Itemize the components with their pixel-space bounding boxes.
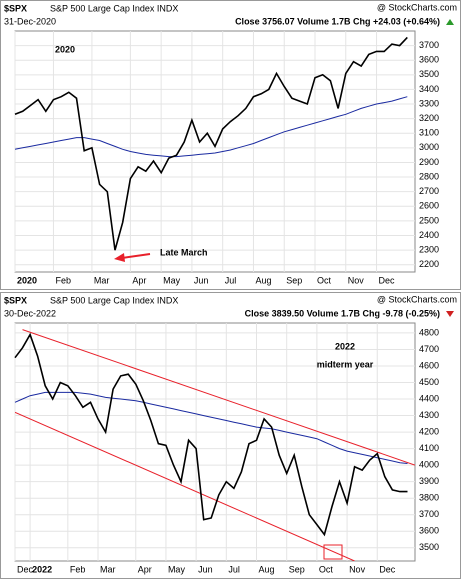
source: @ StockCharts.com <box>377 294 457 304</box>
x-tick-label: Nov <box>348 275 365 285</box>
x-tick-label: Jun <box>198 564 213 574</box>
trendline <box>15 411 355 561</box>
x-tick-label: Dec <box>379 564 396 574</box>
y-tick-label: 3800 <box>419 493 439 503</box>
x-tick-label: Dec <box>17 564 34 574</box>
x-tick-label: Apr <box>138 564 152 574</box>
y-tick-label: 3300 <box>419 98 439 108</box>
x-tick-label: 2020 <box>17 275 37 285</box>
y-tick-label: 2200 <box>419 259 439 269</box>
arrow-head <box>114 253 125 262</box>
x-tick-label: Mar <box>94 275 110 285</box>
x-tick-label: Mar <box>100 564 116 574</box>
title: S&P 500 Large Cap Index INDX <box>50 3 178 13</box>
y-tick-label: 3400 <box>419 84 439 94</box>
y-tick-label: 3000 <box>419 142 439 152</box>
date: 30-Dec-2022 <box>4 308 56 318</box>
annotation: midterm year <box>317 359 374 369</box>
y-tick-label: 3600 <box>419 55 439 65</box>
x-tick-label: Jul <box>225 275 237 285</box>
y-tick-label: 3100 <box>419 128 439 138</box>
quote: Close 3839.50 Volume 1.7B Chg -9.78 (-0.… <box>245 308 440 318</box>
x-tick-label: Jul <box>228 564 240 574</box>
x-tick-label: 2022 <box>32 564 52 574</box>
symbol: $SPX <box>4 3 27 13</box>
date: 31-Dec-2020 <box>4 16 56 26</box>
y-tick-label: 3200 <box>419 113 439 123</box>
x-tick-label: Aug <box>259 564 275 574</box>
y-tick-label: 3900 <box>419 476 439 486</box>
moving-average <box>14 391 408 464</box>
y-tick-label: 4300 <box>419 410 439 420</box>
x-tick-label: Apr <box>132 275 146 285</box>
source: @ StockCharts.com <box>377 2 457 12</box>
y-tick-label: 4800 <box>419 327 439 337</box>
y-tick-label: 3700 <box>419 509 439 519</box>
x-tick-label: Dec <box>379 275 396 285</box>
y-tick-label: 2600 <box>419 201 439 211</box>
y-tick-label: 3500 <box>419 542 439 552</box>
price-line <box>14 332 408 537</box>
chg-arrow <box>446 19 454 25</box>
annotation: 2022 <box>335 341 355 351</box>
price-line <box>14 36 408 251</box>
x-tick-label: Sep <box>286 275 302 285</box>
x-tick-label: Aug <box>255 275 271 285</box>
y-tick-label: 2400 <box>419 230 439 240</box>
x-tick-label: Feb <box>70 564 86 574</box>
y-tick-label: 4200 <box>419 426 439 436</box>
x-tick-label: Oct <box>317 275 332 285</box>
y-tick-label: 4500 <box>419 377 439 387</box>
y-tick-label: 4700 <box>419 344 439 354</box>
y-tick-label: 3700 <box>419 40 439 50</box>
x-tick-label: Oct <box>319 564 334 574</box>
y-tick-label: 2800 <box>419 171 439 181</box>
symbol: $SPX <box>4 295 27 305</box>
y-tick-label: 2500 <box>419 215 439 225</box>
quote: Close 3756.07 Volume 1.7B Chg +24.03 (+0… <box>235 16 440 26</box>
y-tick-label: 3500 <box>419 69 439 79</box>
chg-arrow <box>446 311 454 317</box>
plot-area <box>14 30 416 273</box>
header-band <box>1 293 460 322</box>
x-tick-label: Jun <box>194 275 209 285</box>
annotation: 2020 <box>55 44 75 54</box>
y-tick-label: 4000 <box>419 460 439 470</box>
x-tick-label: Feb <box>55 275 71 285</box>
y-tick-label: 2700 <box>419 186 439 196</box>
x-tick-label: May <box>168 564 186 574</box>
moving-average <box>14 96 408 158</box>
title: S&P 500 Large Cap Index INDX <box>50 295 178 305</box>
x-tick-label: Nov <box>349 564 366 574</box>
y-tick-label: 2900 <box>419 157 439 167</box>
y-tick-label: 4400 <box>419 393 439 403</box>
y-tick-label: 3600 <box>419 526 439 536</box>
highlight-box <box>323 544 343 560</box>
annotation: Late March <box>160 247 208 257</box>
x-tick-label: Sep <box>289 564 305 574</box>
y-tick-label: 2300 <box>419 244 439 254</box>
arrow-shaft <box>121 253 151 259</box>
y-tick-label: 4600 <box>419 360 439 370</box>
trendline <box>22 329 415 466</box>
x-tick-label: May <box>163 275 181 285</box>
y-tick-label: 4100 <box>419 443 439 453</box>
header-band <box>1 1 460 30</box>
